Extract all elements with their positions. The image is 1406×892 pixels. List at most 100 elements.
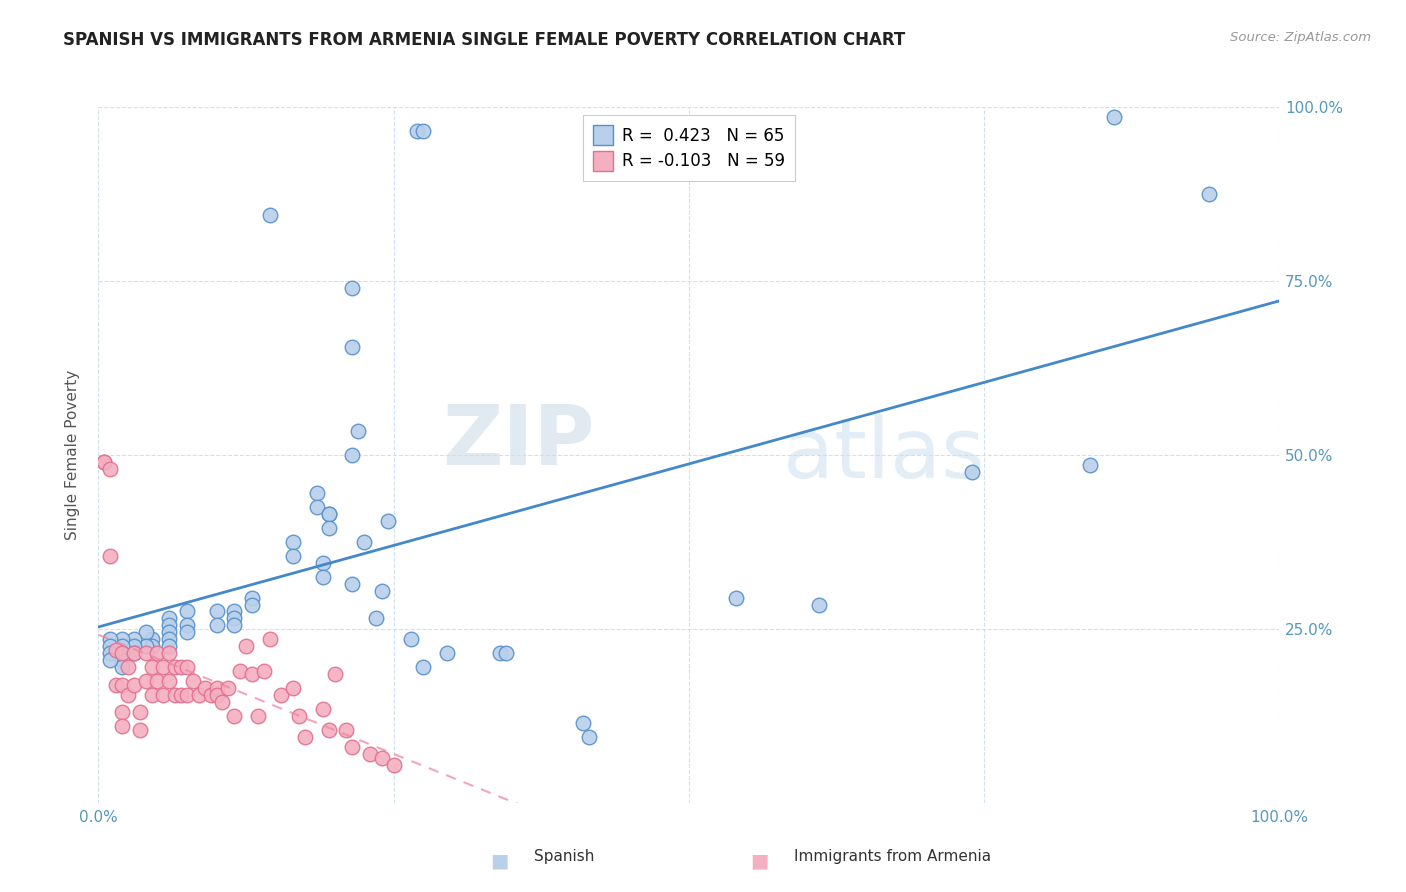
Text: Immigrants from Armenia: Immigrants from Armenia: [794, 849, 991, 863]
Point: [181, 674, 204, 689]
Point: [105, 642, 128, 657]
Point: [270, 688, 292, 702]
Point: [578, 730, 600, 744]
Point: [312, 570, 335, 584]
Text: ■: ■: [489, 851, 509, 871]
Point: [342, 448, 364, 462]
Point: [157, 639, 180, 653]
Text: Source: ZipAtlas.com: Source: ZipAtlas.com: [1230, 31, 1371, 45]
Point: [205, 688, 228, 702]
Point: [98, 549, 121, 563]
Point: [224, 618, 246, 632]
Point: [122, 677, 145, 691]
Point: [312, 702, 335, 716]
Point: [152, 660, 174, 674]
Point: [157, 618, 180, 632]
Point: [111, 719, 134, 733]
Point: [111, 646, 134, 660]
Point: [224, 611, 246, 625]
Point: [318, 521, 340, 535]
Point: [98, 462, 121, 476]
Point: [135, 674, 157, 689]
Point: [122, 646, 145, 660]
Point: [489, 646, 512, 660]
Point: [165, 660, 187, 674]
Point: [217, 681, 239, 695]
Point: [205, 605, 228, 619]
Point: [194, 681, 217, 695]
Point: [353, 535, 375, 549]
Point: [176, 618, 198, 632]
Point: [305, 486, 328, 500]
Point: [224, 708, 246, 723]
Text: atlas: atlas: [783, 415, 986, 495]
Point: [253, 664, 276, 678]
Point: [318, 507, 340, 521]
Point: [318, 723, 340, 737]
Point: [111, 677, 134, 691]
Point: [283, 681, 305, 695]
Point: [342, 281, 364, 295]
Text: ■: ■: [749, 851, 769, 871]
Point: [122, 639, 145, 653]
Point: [412, 124, 434, 138]
Point: [93, 455, 115, 469]
Legend: R =  0.423   N = 65, R = -0.103   N = 59: R = 0.423 N = 65, R = -0.103 N = 59: [583, 115, 794, 180]
Point: [135, 639, 157, 653]
Point: [157, 646, 180, 660]
Point: [176, 660, 198, 674]
Y-axis label: Single Female Poverty: Single Female Poverty: [65, 370, 80, 540]
Point: [807, 598, 830, 612]
Point: [342, 340, 364, 354]
Point: [117, 688, 139, 702]
Point: [312, 556, 335, 570]
Point: [205, 681, 228, 695]
Point: [382, 757, 405, 772]
Point: [305, 500, 328, 514]
Point: [111, 660, 134, 674]
Point: [128, 706, 150, 720]
Point: [111, 639, 134, 653]
Point: [495, 646, 517, 660]
Point: [93, 455, 115, 469]
Point: [377, 514, 399, 528]
Point: [401, 632, 423, 647]
Point: [240, 667, 263, 681]
Text: SPANISH VS IMMIGRANTS FROM ARMENIA SINGLE FEMALE POVERTY CORRELATION CHART: SPANISH VS IMMIGRANTS FROM ARMENIA SINGL…: [63, 31, 905, 49]
Point: [111, 632, 134, 647]
Point: [157, 625, 180, 640]
Point: [725, 591, 748, 605]
Point: [571, 715, 593, 730]
Point: [246, 708, 269, 723]
Point: [146, 646, 169, 660]
Point: [146, 674, 169, 689]
Point: [176, 605, 198, 619]
Point: [170, 660, 193, 674]
Point: [98, 646, 121, 660]
Point: [170, 688, 193, 702]
Point: [364, 611, 387, 625]
Point: [240, 598, 263, 612]
Point: [128, 723, 150, 737]
Point: [283, 535, 305, 549]
Point: [347, 424, 370, 438]
Point: [122, 646, 145, 660]
Point: [259, 208, 281, 222]
Point: [111, 646, 134, 660]
Point: [288, 708, 311, 723]
Point: [117, 660, 139, 674]
Point: [176, 688, 198, 702]
Point: [157, 611, 180, 625]
Point: [141, 639, 163, 653]
Point: [205, 618, 228, 632]
Point: [176, 625, 198, 640]
Point: [98, 639, 121, 653]
Point: [318, 507, 340, 521]
Point: [283, 549, 305, 563]
Point: [1080, 458, 1102, 473]
Point: [294, 730, 316, 744]
Point: [135, 646, 157, 660]
Point: [436, 646, 458, 660]
Point: [187, 688, 209, 702]
Point: [323, 667, 346, 681]
